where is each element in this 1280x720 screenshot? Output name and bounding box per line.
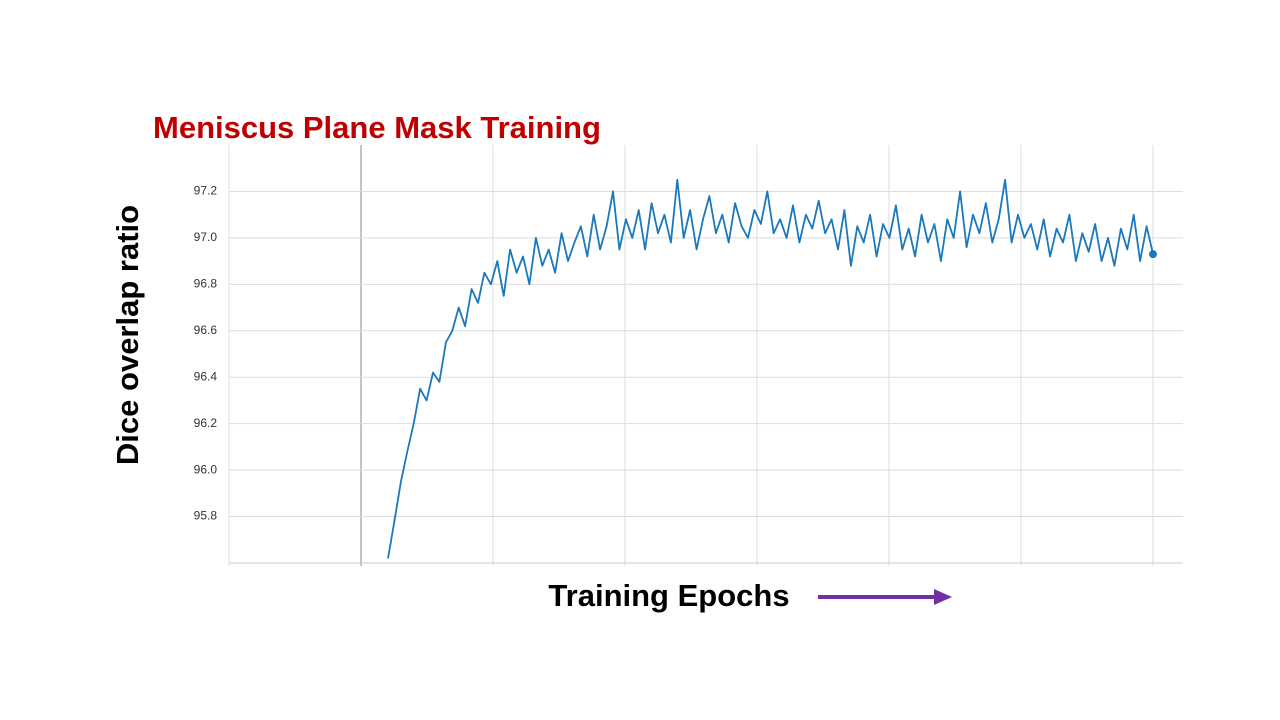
y-tick-label: 96.0	[194, 462, 218, 476]
y-tick-label: 97.2	[194, 184, 218, 198]
data-line	[387, 178, 1154, 559]
x-axis-label: Training Epochs	[548, 578, 789, 613]
y-tick-label: 96.2	[194, 416, 218, 430]
end-point	[1149, 250, 1157, 259]
y-tick-label: 96.8	[194, 277, 218, 291]
y-axis-label: Dice overlap ratio	[110, 205, 145, 465]
arrow-head	[934, 589, 952, 605]
y-tick-label: 96.6	[194, 323, 218, 337]
plot	[387, 178, 1157, 559]
y-tick-label: 97.0	[194, 230, 218, 244]
y-tick-label: 95.8	[194, 509, 218, 523]
grid: 95.8 96.0 96.2 96.4 96.6 96.8 97.0 97.2	[194, 145, 1183, 566]
y-tick-label: 96.4	[194, 369, 218, 383]
chart-title: Meniscus Plane Mask Training	[153, 110, 601, 145]
